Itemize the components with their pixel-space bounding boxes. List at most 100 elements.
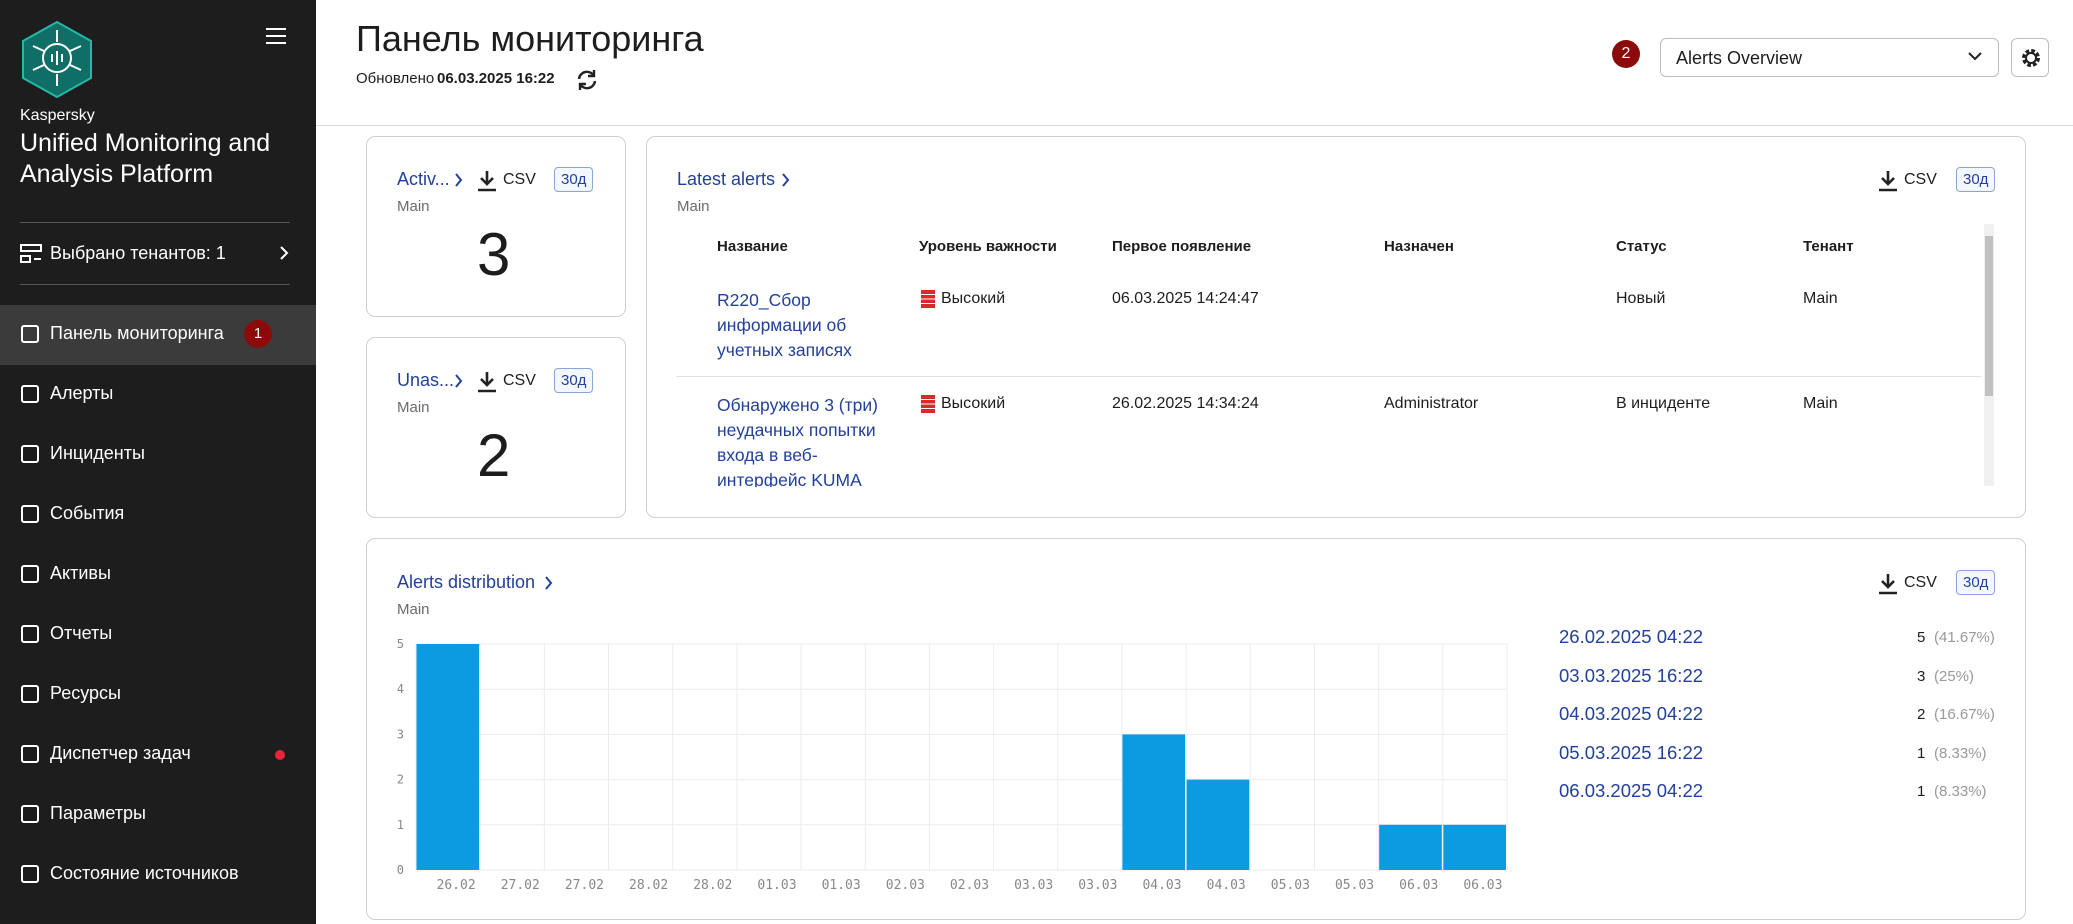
chevron [280,246,289,260]
nav-icon [21,865,39,883]
logo [22,20,92,98]
chevron [455,173,463,187]
chevron [455,374,463,388]
download-icon[interactable] [477,371,497,393]
widget-title[interactable]: Alerts distribution [397,572,536,592]
scrollbar-thumb[interactable] [1985,236,1993,396]
x-tick-label: 26.02 [437,878,476,893]
bar [1122,734,1186,870]
period-button[interactable]: 30д [554,167,594,192]
chart: 0 1 2 3 4 5 26.02 27.02 27.02 28.02 28.02 01.03 01.0… [397,637,1508,893]
chevron [545,576,553,590]
cell: 06.03.2025 14:24:47 [1112,290,1259,307]
layout-select[interactable]: Alerts Overview [1676,48,1803,68]
gear-icon [2022,49,2040,67]
widget-title[interactable]: Latest alerts [677,169,776,189]
column-header: Первое появление [1112,238,1252,255]
nav-item[interactable]: Активы [50,563,111,583]
x-tick-label: 03.03 [1014,878,1053,893]
dropdown-caret [1968,52,1982,61]
nav-icon [21,385,39,403]
breakdown-share: (25%) [1934,667,1975,685]
widget-subtitle: Main [397,601,430,618]
csv-button[interactable]: CSV [503,372,536,389]
nav-badge: 1 [244,320,272,348]
x-tick-label: 04.03 [1207,878,1246,893]
breakdown-label[interactable]: 03.03.2025 16:22 [1559,664,1704,686]
period-button[interactable]: 30д [1956,570,1996,595]
x-tick-label: 05.03 [1335,878,1374,893]
cell: 26.02.2025 14:34:24 [1112,395,1259,412]
x-tick-label: 06.03 [1399,878,1438,893]
alerts-table: Название Уровень важности Первое появление… [676,222,1996,487]
breakdown-label[interactable]: 06.03.2025 04:22 [1559,780,1704,801]
download-icon[interactable] [1878,170,1898,192]
breakdown-label[interactable]: 05.03.2025 16:22 [1559,741,1704,763]
nav-item[interactable]: Инциденты [50,443,145,463]
alert-name[interactable]: Обнаружено 3 (три) неудачных попытки вхо… [717,395,878,487]
breakdown-share: (41.67%) [1934,629,1995,646]
nav-item[interactable]: Ресурсы [50,683,121,703]
bar [1443,824,1506,870]
page-title: Панель мониторинга [356,18,704,59]
period-button[interactable]: 30д [554,368,594,393]
settings-button[interactable] [2011,38,2049,77]
breakdown-label[interactable]: 04.03.2025 04:22 [1559,703,1704,724]
nav-item[interactable]: Отчеты [50,623,113,643]
cell: Main [1803,290,1838,307]
row-divider [676,376,1981,377]
x-tick-label: 02.03 [950,878,989,893]
widget-title[interactable]: Activ... [397,169,450,189]
csv-button[interactable]: CSV [1904,171,1937,188]
widget-title[interactable]: Unas... [397,370,455,390]
breakdown-share: (8.33%) [1934,783,1987,800]
sidebar: Kaspersky Unified Monitoring and Analysi… [0,0,316,924]
tenants[interactable]: Выбрано тенантов: 1 [50,243,226,263]
refresh-button[interactable] [575,68,599,92]
cell: Новый [1616,290,1666,307]
nav-icon [21,505,39,523]
layout-dropdown[interactable] [1660,38,1999,77]
x-tick-label: 27.02 [501,878,540,893]
download-icon[interactable] [1878,573,1898,595]
y-tick-label: 3 [397,727,404,741]
period-button[interactable]: 30д [1956,167,1996,192]
breakdown-count: 1 [1917,783,1926,800]
column-header: Назначен [1384,238,1454,255]
widget-value: 2 [477,422,511,489]
widget-card [366,337,626,518]
download-icon[interactable] [477,170,497,192]
nav-icon [21,325,39,343]
bar [1186,779,1250,870]
nav-item[interactable]: Состояние источников [50,863,239,883]
nav-item[interactable]: Панель мониторинга [50,323,224,343]
nav-icon [21,685,39,703]
x-tick-label: 03.03 [1078,878,1117,893]
csv-button[interactable]: CSV [1904,574,1937,591]
product-name: Unified Monitoring and Analysis Platform [20,129,271,188]
menu-toggle[interactable] [266,27,286,45]
x-tick-label: 05.03 [1271,878,1310,893]
scrollbar[interactable] [1984,224,1994,486]
y-tick-label: 4 [397,682,404,696]
nav-icon [21,625,39,643]
cell: В инциденте [1616,395,1711,412]
x-tick-label: 28.02 [629,878,668,893]
nav-item[interactable]: Диспетчер задач [50,743,191,763]
alert-name[interactable]: R220_Сбор информации об учетных записях [717,290,852,360]
nav-item[interactable]: События [50,503,125,523]
nav-item[interactable]: Алерты [50,383,114,403]
widget-subtitle: Main [677,198,710,215]
nav-item[interactable]: Параметры [50,803,146,823]
nav-icon [21,745,39,763]
brand: Kaspersky [20,107,95,124]
widget-card [366,136,626,317]
breakdown-label[interactable]: 26.02.2025 04:22 [1559,626,1704,647]
notification-badge[interactable]: 2 [1612,40,1640,68]
widget-value: 3 [477,221,511,288]
updated-at: 06.03.2025 16:22 [437,70,555,87]
csv-button[interactable]: CSV [503,171,536,188]
widget-subtitle: Main [397,399,430,416]
divider [20,222,290,223]
